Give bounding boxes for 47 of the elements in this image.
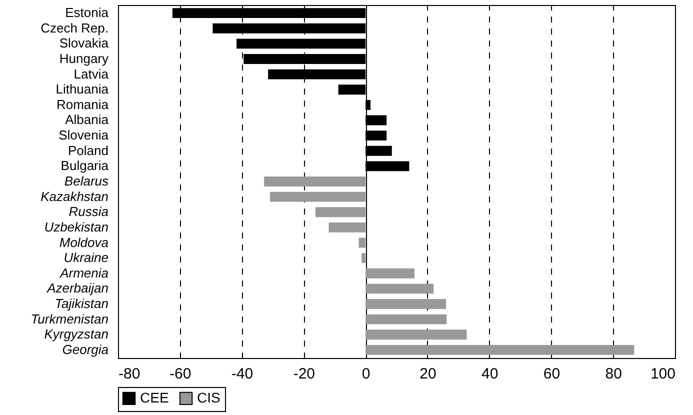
bar (328, 222, 366, 232)
y-tick-label: Ukraine (64, 250, 108, 266)
bar (366, 314, 447, 324)
x-tick-label: 100 (650, 366, 676, 382)
y-tick-label: Russia (68, 204, 108, 220)
y-tick-label: Azerbaijan (46, 280, 108, 296)
x-tick-label: -40 (231, 366, 254, 382)
bar (366, 268, 414, 278)
x-tick-label: 40 (481, 366, 498, 382)
x-tick-label: 20 (420, 366, 436, 382)
y-tick-label: Slovenia (58, 128, 110, 143)
bar (358, 238, 366, 248)
bar (264, 176, 366, 186)
y-tick-label: Slovakia (59, 36, 110, 51)
y-tick-label: Georgia (62, 342, 108, 357)
bar (315, 207, 366, 218)
y-tick-label: Turkmenistan (30, 311, 108, 326)
bar (362, 253, 366, 264)
y-tick-label: Armenia (59, 265, 108, 280)
y-tick-label: Belarus (64, 174, 109, 188)
x-tick-label: 0 (362, 366, 370, 382)
y-tick-label: Albania (65, 112, 110, 128)
bar (366, 344, 634, 355)
x-tick-label: -60 (170, 366, 192, 382)
y-tick-label: Bulgaria (60, 158, 110, 174)
legend-label: CEE (140, 389, 169, 406)
bar (366, 299, 446, 309)
bar (270, 192, 366, 202)
x-tick-label: 80 (605, 366, 622, 382)
y-tick-label: Czech Rep. (40, 20, 108, 36)
y-tick-label: Lithuania (56, 82, 110, 97)
y-tick-label: Estonia (65, 5, 110, 20)
x-tick-label: 60 (543, 366, 560, 382)
legend-label: CIS (197, 389, 220, 406)
x-tick-label: -20 (293, 366, 316, 382)
y-tick-label: Romania (56, 96, 110, 112)
y-tick-label: Poland (68, 142, 108, 158)
y-tick-label: Uzbekistan (44, 219, 108, 234)
y-tick-label: Kyrgyzstan (44, 326, 108, 342)
y-tick-label: Latvia (74, 66, 110, 82)
y-tick-label: Tajikistan (54, 296, 108, 312)
y-tick-label: Kazakhstan (40, 188, 108, 204)
bar (366, 284, 434, 294)
x-tick-label: -80 (118, 366, 140, 382)
y-tick-label: Hungary (59, 50, 109, 66)
bar (366, 330, 467, 340)
y-tick-label: Moldova (59, 234, 108, 250)
